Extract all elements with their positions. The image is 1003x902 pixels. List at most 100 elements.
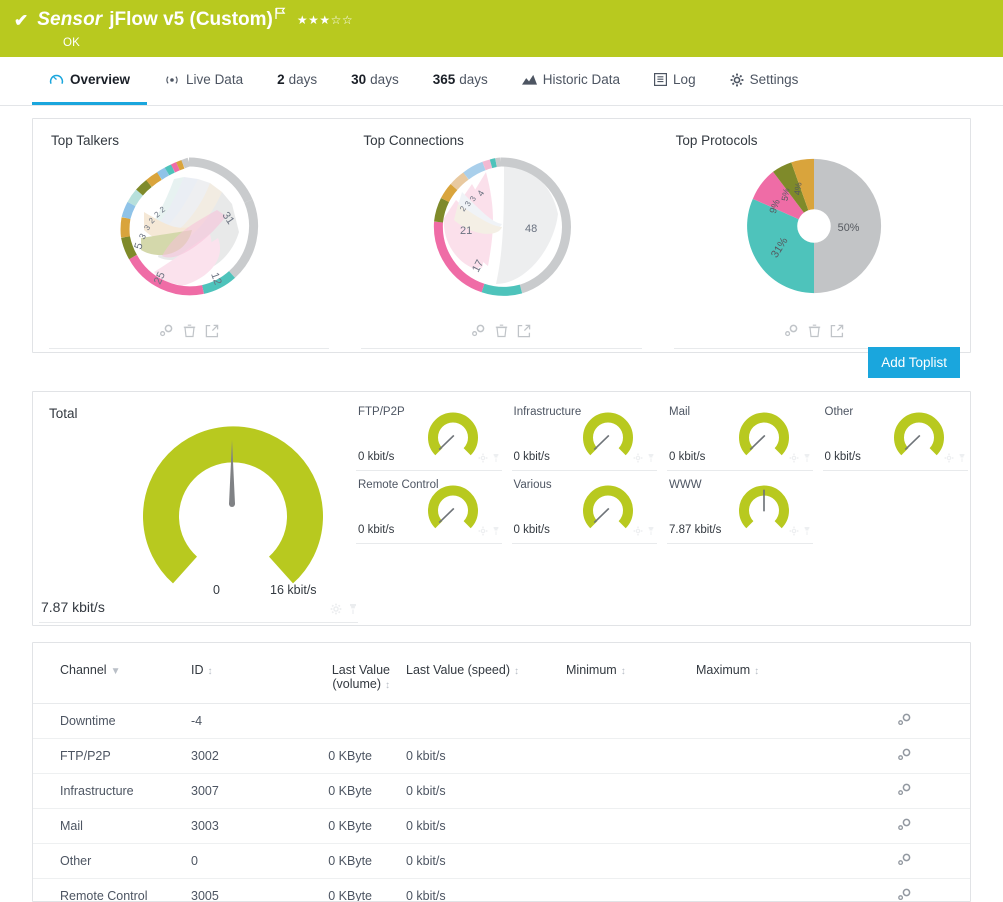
toplist-top-protocols-title: Top Protocols xyxy=(676,133,970,148)
channel-gauge-actions xyxy=(478,523,500,541)
pin-icon[interactable] xyxy=(647,523,655,541)
cell-id: 0 xyxy=(183,844,263,879)
channel-gauge-dial[interactable] xyxy=(739,483,789,533)
column-label: Last Value (speed) xyxy=(406,663,510,677)
tab-overview[interactable]: Overview xyxy=(32,57,147,105)
channel-gauge-dial[interactable] xyxy=(583,410,633,460)
gear-icon[interactable] xyxy=(478,523,488,541)
gear-icon[interactable] xyxy=(633,523,643,541)
pin-icon[interactable] xyxy=(492,450,500,468)
table-row[interactable]: Other 0 0 KByte 0 kbit/s xyxy=(33,844,970,879)
settings-icon[interactable] xyxy=(159,324,174,343)
settings-icon[interactable] xyxy=(897,785,912,799)
sensor-status-text: OK xyxy=(63,37,1003,49)
sort-both-icon: ↕ xyxy=(385,680,390,691)
pin-icon[interactable] xyxy=(492,523,500,541)
column-header-actions xyxy=(828,653,970,704)
cell-maximum xyxy=(688,739,828,774)
channel-gauge-remote-control: Remote Control 0 kbit/s xyxy=(348,475,504,548)
pin-icon[interactable] xyxy=(803,450,811,468)
channel-gauge-other: Other 0 kbit/s xyxy=(815,402,971,475)
top-protocols-chart[interactable]: 50% 31% 9% 5% 4% xyxy=(658,152,970,302)
cell-speed xyxy=(398,704,558,739)
gear-icon[interactable] xyxy=(944,450,954,468)
gauge-icon xyxy=(49,72,64,87)
cell-actions xyxy=(828,809,970,844)
toplist-top-connections-title: Top Connections xyxy=(363,133,657,148)
top-talkers-chart[interactable]: 31 12 25 5 3 3 2 2 2 xyxy=(33,152,345,302)
column-header-minimum[interactable]: Minimum↕ xyxy=(558,653,688,704)
tab-2-days-unit: days xyxy=(289,72,318,87)
column-label: Last Value xyxy=(332,663,390,677)
gear-icon[interactable] xyxy=(633,450,643,468)
cell-id: 3002 xyxy=(183,739,263,774)
divider xyxy=(361,348,641,349)
column-header-channel[interactable]: Channel▼ xyxy=(33,653,183,704)
tab-30-days-number: 30 xyxy=(351,72,366,87)
settings-icon[interactable] xyxy=(471,324,486,343)
pin-icon[interactable] xyxy=(647,450,655,468)
tab-365-days-unit: days xyxy=(459,72,488,87)
svg-text:48: 48 xyxy=(525,223,537,235)
gear-icon[interactable] xyxy=(789,523,799,541)
table-row[interactable]: Downtime -4 xyxy=(33,704,970,739)
settings-icon[interactable] xyxy=(897,715,912,729)
channel-gauge-dial[interactable] xyxy=(894,410,944,460)
tab-365-days[interactable]: 365 days xyxy=(416,57,505,105)
channel-gauge-dial[interactable] xyxy=(583,483,633,533)
column-header-maximum[interactable]: Maximum↕ xyxy=(688,653,828,704)
flag-icon[interactable] xyxy=(275,7,286,25)
column-header-last-value-speed[interactable]: Last Value (speed) ↕ xyxy=(398,653,558,704)
popout-icon[interactable] xyxy=(205,324,219,343)
settings-icon[interactable] xyxy=(897,855,912,869)
total-gauge-dial[interactable] xyxy=(143,418,323,598)
svg-text:4%: 4% xyxy=(792,182,803,196)
channel-gauge-dial[interactable] xyxy=(428,410,478,460)
table-row[interactable]: Mail 3003 0 KByte 0 kbit/s xyxy=(33,809,970,844)
trash-icon[interactable] xyxy=(495,324,508,343)
top-connections-chart[interactable]: 48 21 17 4 3 3 2 xyxy=(345,152,657,302)
channel-gauge-dial[interactable] xyxy=(739,410,789,460)
tab-historic-data[interactable]: Historic Data xyxy=(505,57,637,105)
top-protocols-actions xyxy=(658,324,970,346)
cell-actions xyxy=(828,844,970,879)
cell-speed: 0 kbit/s xyxy=(398,739,558,774)
settings-icon[interactable] xyxy=(784,324,799,343)
sort-both-icon: ↕ xyxy=(514,666,519,677)
column-header-last-value-volume[interactable]: Last Value(volume)↕ xyxy=(263,653,398,704)
add-toplist-button[interactable]: Add Toplist xyxy=(868,347,960,378)
tab-30-days[interactable]: 30 days xyxy=(334,57,416,105)
popout-icon[interactable] xyxy=(830,324,844,343)
cell-actions xyxy=(828,739,970,774)
table-row[interactable]: Remote Control 3005 0 KByte 0 kbit/s xyxy=(33,879,970,902)
tab-2-days[interactable]: 2 days xyxy=(260,57,334,105)
gear-icon[interactable] xyxy=(478,450,488,468)
pin-icon[interactable] xyxy=(348,602,358,620)
cell-channel: Remote Control xyxy=(33,879,183,902)
channel-gauge-value: 0 kbit/s xyxy=(669,451,705,463)
settings-icon[interactable] xyxy=(897,820,912,834)
sensor-kind-label: Sensor xyxy=(37,9,102,31)
table-row[interactable]: Infrastructure 3007 0 KByte 0 kbit/s xyxy=(33,774,970,809)
table-row[interactable]: FTP/P2P 3002 0 KByte 0 kbit/s xyxy=(33,739,970,774)
tab-log[interactable]: Log xyxy=(637,57,713,105)
channel-gauge-empty xyxy=(815,475,971,548)
trash-icon[interactable] xyxy=(183,324,196,343)
rating-stars[interactable]: ★★★☆☆ xyxy=(297,13,353,27)
gear-icon[interactable] xyxy=(789,450,799,468)
popout-icon[interactable] xyxy=(517,324,531,343)
column-header-id[interactable]: ID↕ xyxy=(183,653,263,704)
tab-365-days-number: 365 xyxy=(433,72,456,87)
divider xyxy=(39,622,358,623)
tab-live-data[interactable]: Live Data xyxy=(147,57,260,105)
pin-icon[interactable] xyxy=(803,523,811,541)
trash-icon[interactable] xyxy=(808,324,821,343)
channel-gauge-dial[interactable] xyxy=(428,483,478,533)
settings-icon[interactable] xyxy=(897,890,912,902)
tab-settings[interactable]: Settings xyxy=(713,57,816,105)
svg-text:3: 3 xyxy=(137,232,148,241)
settings-icon[interactable] xyxy=(897,750,912,764)
channel-gauge-ftp-p2p: FTP/P2P 0 kbit/s xyxy=(348,402,504,475)
gear-icon[interactable] xyxy=(330,602,342,620)
pin-icon[interactable] xyxy=(958,450,966,468)
